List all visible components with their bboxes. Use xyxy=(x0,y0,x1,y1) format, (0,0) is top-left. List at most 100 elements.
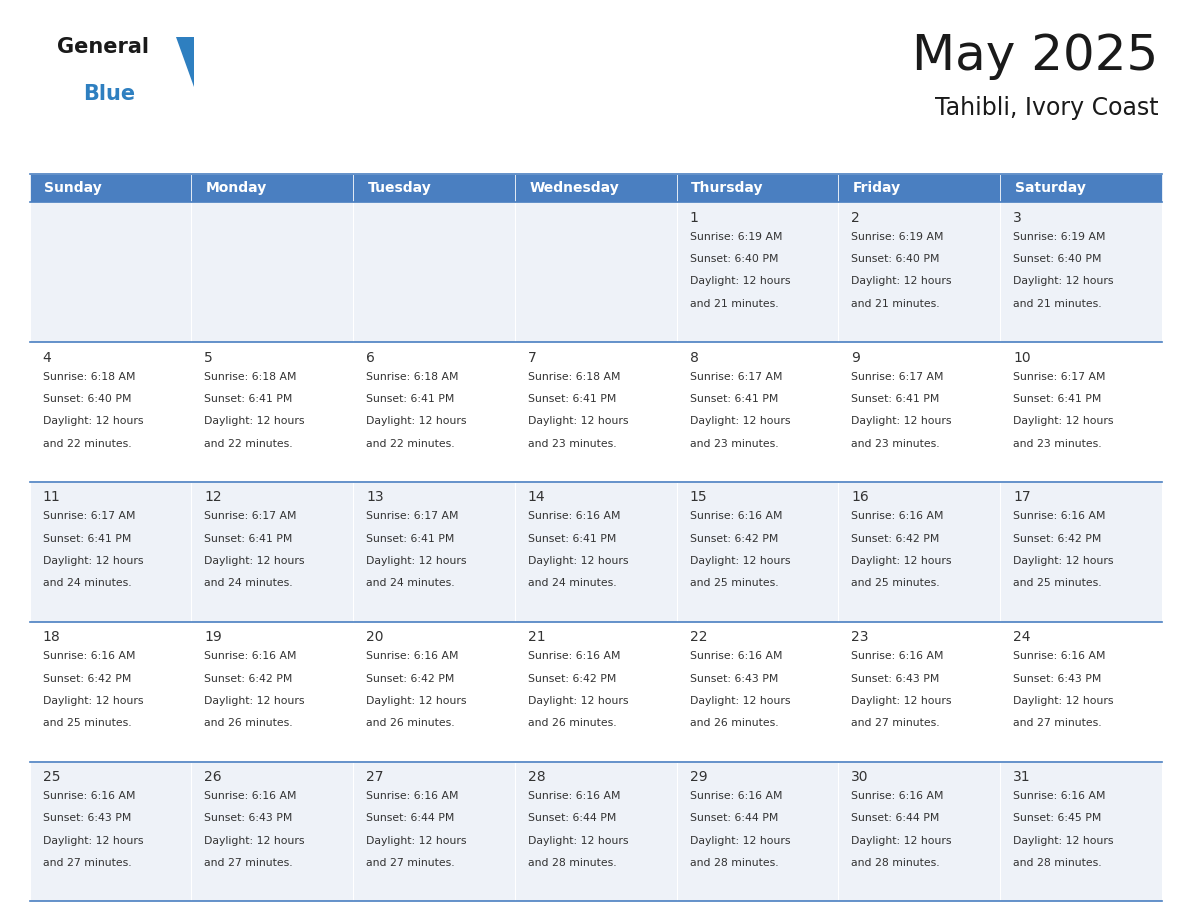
Text: and 26 minutes.: and 26 minutes. xyxy=(366,718,455,728)
Text: Sunrise: 6:16 AM: Sunrise: 6:16 AM xyxy=(1013,511,1106,521)
Bar xyxy=(514,621,677,762)
Bar xyxy=(30,202,191,342)
Text: and 27 minutes.: and 27 minutes. xyxy=(1013,718,1101,728)
Text: Sunrise: 6:19 AM: Sunrise: 6:19 AM xyxy=(689,231,782,241)
Text: Sunset: 6:43 PM: Sunset: 6:43 PM xyxy=(1013,674,1101,684)
Bar xyxy=(514,202,677,342)
Text: and 25 minutes.: and 25 minutes. xyxy=(689,578,778,588)
Text: Friday: Friday xyxy=(853,182,901,196)
Bar xyxy=(514,482,677,621)
Text: Sunrise: 6:17 AM: Sunrise: 6:17 AM xyxy=(1013,372,1106,382)
Text: and 26 minutes.: and 26 minutes. xyxy=(204,718,293,728)
Text: Daylight: 12 hours: Daylight: 12 hours xyxy=(1013,416,1113,426)
Bar xyxy=(677,482,839,621)
Text: Sunset: 6:41 PM: Sunset: 6:41 PM xyxy=(43,533,131,543)
Text: Sunrise: 6:17 AM: Sunrise: 6:17 AM xyxy=(43,511,135,521)
Text: Sunrise: 6:19 AM: Sunrise: 6:19 AM xyxy=(852,231,943,241)
Text: 13: 13 xyxy=(366,490,384,504)
Text: Daylight: 12 hours: Daylight: 12 hours xyxy=(689,416,790,426)
Text: Sunrise: 6:18 AM: Sunrise: 6:18 AM xyxy=(43,372,135,382)
Text: 22: 22 xyxy=(689,631,707,644)
Text: Wednesday: Wednesday xyxy=(530,182,619,196)
Bar xyxy=(514,762,677,901)
Text: Blue: Blue xyxy=(83,84,135,105)
Bar xyxy=(839,762,1000,901)
Text: Daylight: 12 hours: Daylight: 12 hours xyxy=(527,696,628,706)
Text: Sunset: 6:41 PM: Sunset: 6:41 PM xyxy=(366,533,455,543)
Text: Sunrise: 6:18 AM: Sunrise: 6:18 AM xyxy=(527,372,620,382)
Text: Sunrise: 6:16 AM: Sunrise: 6:16 AM xyxy=(689,651,782,661)
Text: 24: 24 xyxy=(1013,631,1030,644)
Text: Sunset: 6:42 PM: Sunset: 6:42 PM xyxy=(689,533,778,543)
Text: and 27 minutes.: and 27 minutes. xyxy=(204,858,293,868)
Text: 16: 16 xyxy=(852,490,870,504)
Text: Daylight: 12 hours: Daylight: 12 hours xyxy=(204,416,305,426)
Text: and 24 minutes.: and 24 minutes. xyxy=(366,578,455,588)
Bar xyxy=(677,174,839,202)
Text: 19: 19 xyxy=(204,631,222,644)
Text: 1: 1 xyxy=(689,211,699,225)
Text: Daylight: 12 hours: Daylight: 12 hours xyxy=(366,556,467,566)
Text: 5: 5 xyxy=(204,351,213,364)
Text: 15: 15 xyxy=(689,490,707,504)
Text: Thursday: Thursday xyxy=(691,182,764,196)
Text: Sunset: 6:41 PM: Sunset: 6:41 PM xyxy=(204,533,292,543)
Text: and 25 minutes.: and 25 minutes. xyxy=(852,578,940,588)
Bar xyxy=(30,621,191,762)
Bar xyxy=(191,342,353,482)
Text: Daylight: 12 hours: Daylight: 12 hours xyxy=(689,835,790,845)
Text: and 28 minutes.: and 28 minutes. xyxy=(689,858,778,868)
Text: and 23 minutes.: and 23 minutes. xyxy=(852,439,940,449)
Text: Sunset: 6:45 PM: Sunset: 6:45 PM xyxy=(1013,813,1101,823)
Text: and 24 minutes.: and 24 minutes. xyxy=(204,578,293,588)
Text: Sunrise: 6:16 AM: Sunrise: 6:16 AM xyxy=(527,511,620,521)
Text: Sunrise: 6:16 AM: Sunrise: 6:16 AM xyxy=(366,651,459,661)
Bar xyxy=(839,482,1000,621)
Text: Sunrise: 6:17 AM: Sunrise: 6:17 AM xyxy=(852,372,943,382)
Text: Daylight: 12 hours: Daylight: 12 hours xyxy=(527,416,628,426)
Bar xyxy=(30,342,191,482)
Bar xyxy=(677,621,839,762)
Text: Daylight: 12 hours: Daylight: 12 hours xyxy=(852,835,952,845)
Text: 17: 17 xyxy=(1013,490,1031,504)
Text: Sunrise: 6:16 AM: Sunrise: 6:16 AM xyxy=(689,791,782,801)
Text: and 28 minutes.: and 28 minutes. xyxy=(1013,858,1101,868)
Text: Sunset: 6:40 PM: Sunset: 6:40 PM xyxy=(689,254,778,264)
Text: Sunset: 6:42 PM: Sunset: 6:42 PM xyxy=(366,674,455,684)
Text: and 25 minutes.: and 25 minutes. xyxy=(1013,578,1101,588)
Text: Saturday: Saturday xyxy=(1015,182,1086,196)
Text: and 27 minutes.: and 27 minutes. xyxy=(366,858,455,868)
Text: and 21 minutes.: and 21 minutes. xyxy=(1013,299,1101,308)
Text: Daylight: 12 hours: Daylight: 12 hours xyxy=(852,696,952,706)
Bar xyxy=(353,202,514,342)
Text: Sunset: 6:41 PM: Sunset: 6:41 PM xyxy=(527,394,617,404)
Text: 10: 10 xyxy=(1013,351,1031,364)
Text: Daylight: 12 hours: Daylight: 12 hours xyxy=(366,416,467,426)
Bar xyxy=(677,342,839,482)
Text: 9: 9 xyxy=(852,351,860,364)
Text: Sunset: 6:40 PM: Sunset: 6:40 PM xyxy=(1013,254,1101,264)
Text: Daylight: 12 hours: Daylight: 12 hours xyxy=(852,556,952,566)
Text: Daylight: 12 hours: Daylight: 12 hours xyxy=(204,556,305,566)
Text: 29: 29 xyxy=(689,770,707,784)
Text: 25: 25 xyxy=(43,770,61,784)
Text: 6: 6 xyxy=(366,351,375,364)
Bar xyxy=(191,482,353,621)
Text: Daylight: 12 hours: Daylight: 12 hours xyxy=(1013,556,1113,566)
Text: and 24 minutes.: and 24 minutes. xyxy=(43,578,131,588)
Bar xyxy=(353,482,514,621)
Text: Sunset: 6:41 PM: Sunset: 6:41 PM xyxy=(204,394,292,404)
Text: and 22 minutes.: and 22 minutes. xyxy=(204,439,293,449)
Text: and 26 minutes.: and 26 minutes. xyxy=(689,718,778,728)
Text: Daylight: 12 hours: Daylight: 12 hours xyxy=(527,556,628,566)
Text: 11: 11 xyxy=(43,490,61,504)
Text: Sunset: 6:41 PM: Sunset: 6:41 PM xyxy=(852,394,940,404)
Text: 3: 3 xyxy=(1013,211,1022,225)
Text: Daylight: 12 hours: Daylight: 12 hours xyxy=(852,416,952,426)
Text: Sunset: 6:43 PM: Sunset: 6:43 PM xyxy=(689,674,778,684)
Bar xyxy=(353,342,514,482)
Text: Daylight: 12 hours: Daylight: 12 hours xyxy=(689,276,790,286)
Bar xyxy=(30,174,191,202)
Bar xyxy=(677,202,839,342)
Bar xyxy=(677,762,839,901)
